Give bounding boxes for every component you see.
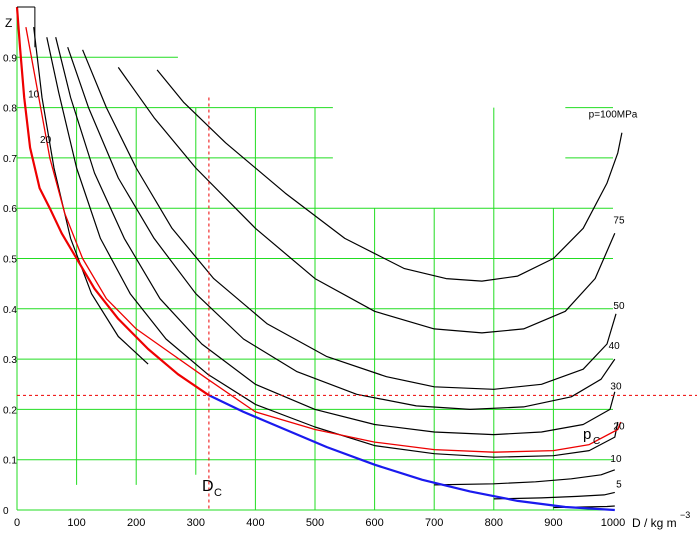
series-line	[82, 49, 617, 390]
critical-density-subscript: C	[214, 487, 222, 499]
series-line	[46, 37, 619, 458]
curve-label: 30	[610, 381, 622, 392]
x-tick-label: 1000	[601, 517, 625, 529]
curve-label: 20	[613, 422, 625, 433]
critical-pressure-subscript: C	[593, 436, 600, 447]
y-tick-label: 0.2	[3, 405, 17, 416]
grid-lines	[17, 56, 613, 510]
x-tick-label: 700	[425, 517, 443, 529]
x-tick-label: 100	[67, 517, 85, 529]
curve-label: 20	[40, 135, 52, 146]
x-tick-label: 500	[306, 517, 324, 529]
x-tick-label: 800	[485, 517, 503, 529]
curve-labels: p=100MPa 75 50 40 30 20 10 5 10 20	[28, 90, 638, 491]
x-axis-label-exponent: −3	[680, 510, 690, 520]
critical-pressure-label: p	[583, 426, 591, 443]
curve-label: 10	[28, 90, 40, 101]
x-tick-label: 900	[544, 517, 562, 529]
curve-label: 75	[613, 215, 625, 226]
curve-label: 40	[609, 341, 621, 352]
series-line	[15, 6, 210, 397]
y-tick-label: 0.3	[3, 355, 17, 366]
y-tick-label: 0.4	[3, 305, 17, 316]
x-tick-label: 600	[365, 517, 383, 529]
tick-labels: 0 100 200 300 400 500 600 700 800 900 1000 0 0.1 0.2 0…	[3, 53, 625, 529]
y-tick-label: 0.1	[3, 456, 17, 467]
y-tick-label: 0.6	[3, 204, 17, 215]
series-line	[434, 469, 616, 486]
series-line	[117, 67, 616, 334]
y-tick-label: 0	[3, 506, 9, 517]
series-lines	[15, 6, 623, 512]
series-line	[156, 69, 623, 282]
series-line	[493, 491, 615, 500]
x-tick-label: 300	[187, 517, 205, 529]
y-tick-label: 0.5	[3, 255, 17, 266]
series-line	[55, 37, 616, 436]
curve-label: 50	[613, 301, 625, 312]
y-tick-label: 0.7	[3, 154, 17, 165]
x-tick-label: 200	[127, 517, 145, 529]
x-tick-label: 0	[14, 517, 20, 529]
critical-point-guides	[17, 6, 697, 510]
curve-label: p=100MPa	[589, 110, 638, 121]
axes	[16, 7, 613, 511]
y-axis-label: Z	[5, 16, 12, 30]
x-tick-label: 400	[246, 517, 264, 529]
critical-density-label: D	[202, 478, 214, 495]
curve-label: 5	[616, 479, 622, 490]
series-line	[25, 26, 622, 453]
y-tick-label: 0.9	[3, 53, 17, 64]
x-axis-label: D / kg m	[632, 516, 677, 530]
y-tick-label: 0.8	[3, 104, 17, 115]
series-line	[33, 27, 149, 365]
series-line	[208, 394, 615, 512]
curve-label: 10	[610, 454, 622, 465]
series-line	[67, 47, 616, 410]
